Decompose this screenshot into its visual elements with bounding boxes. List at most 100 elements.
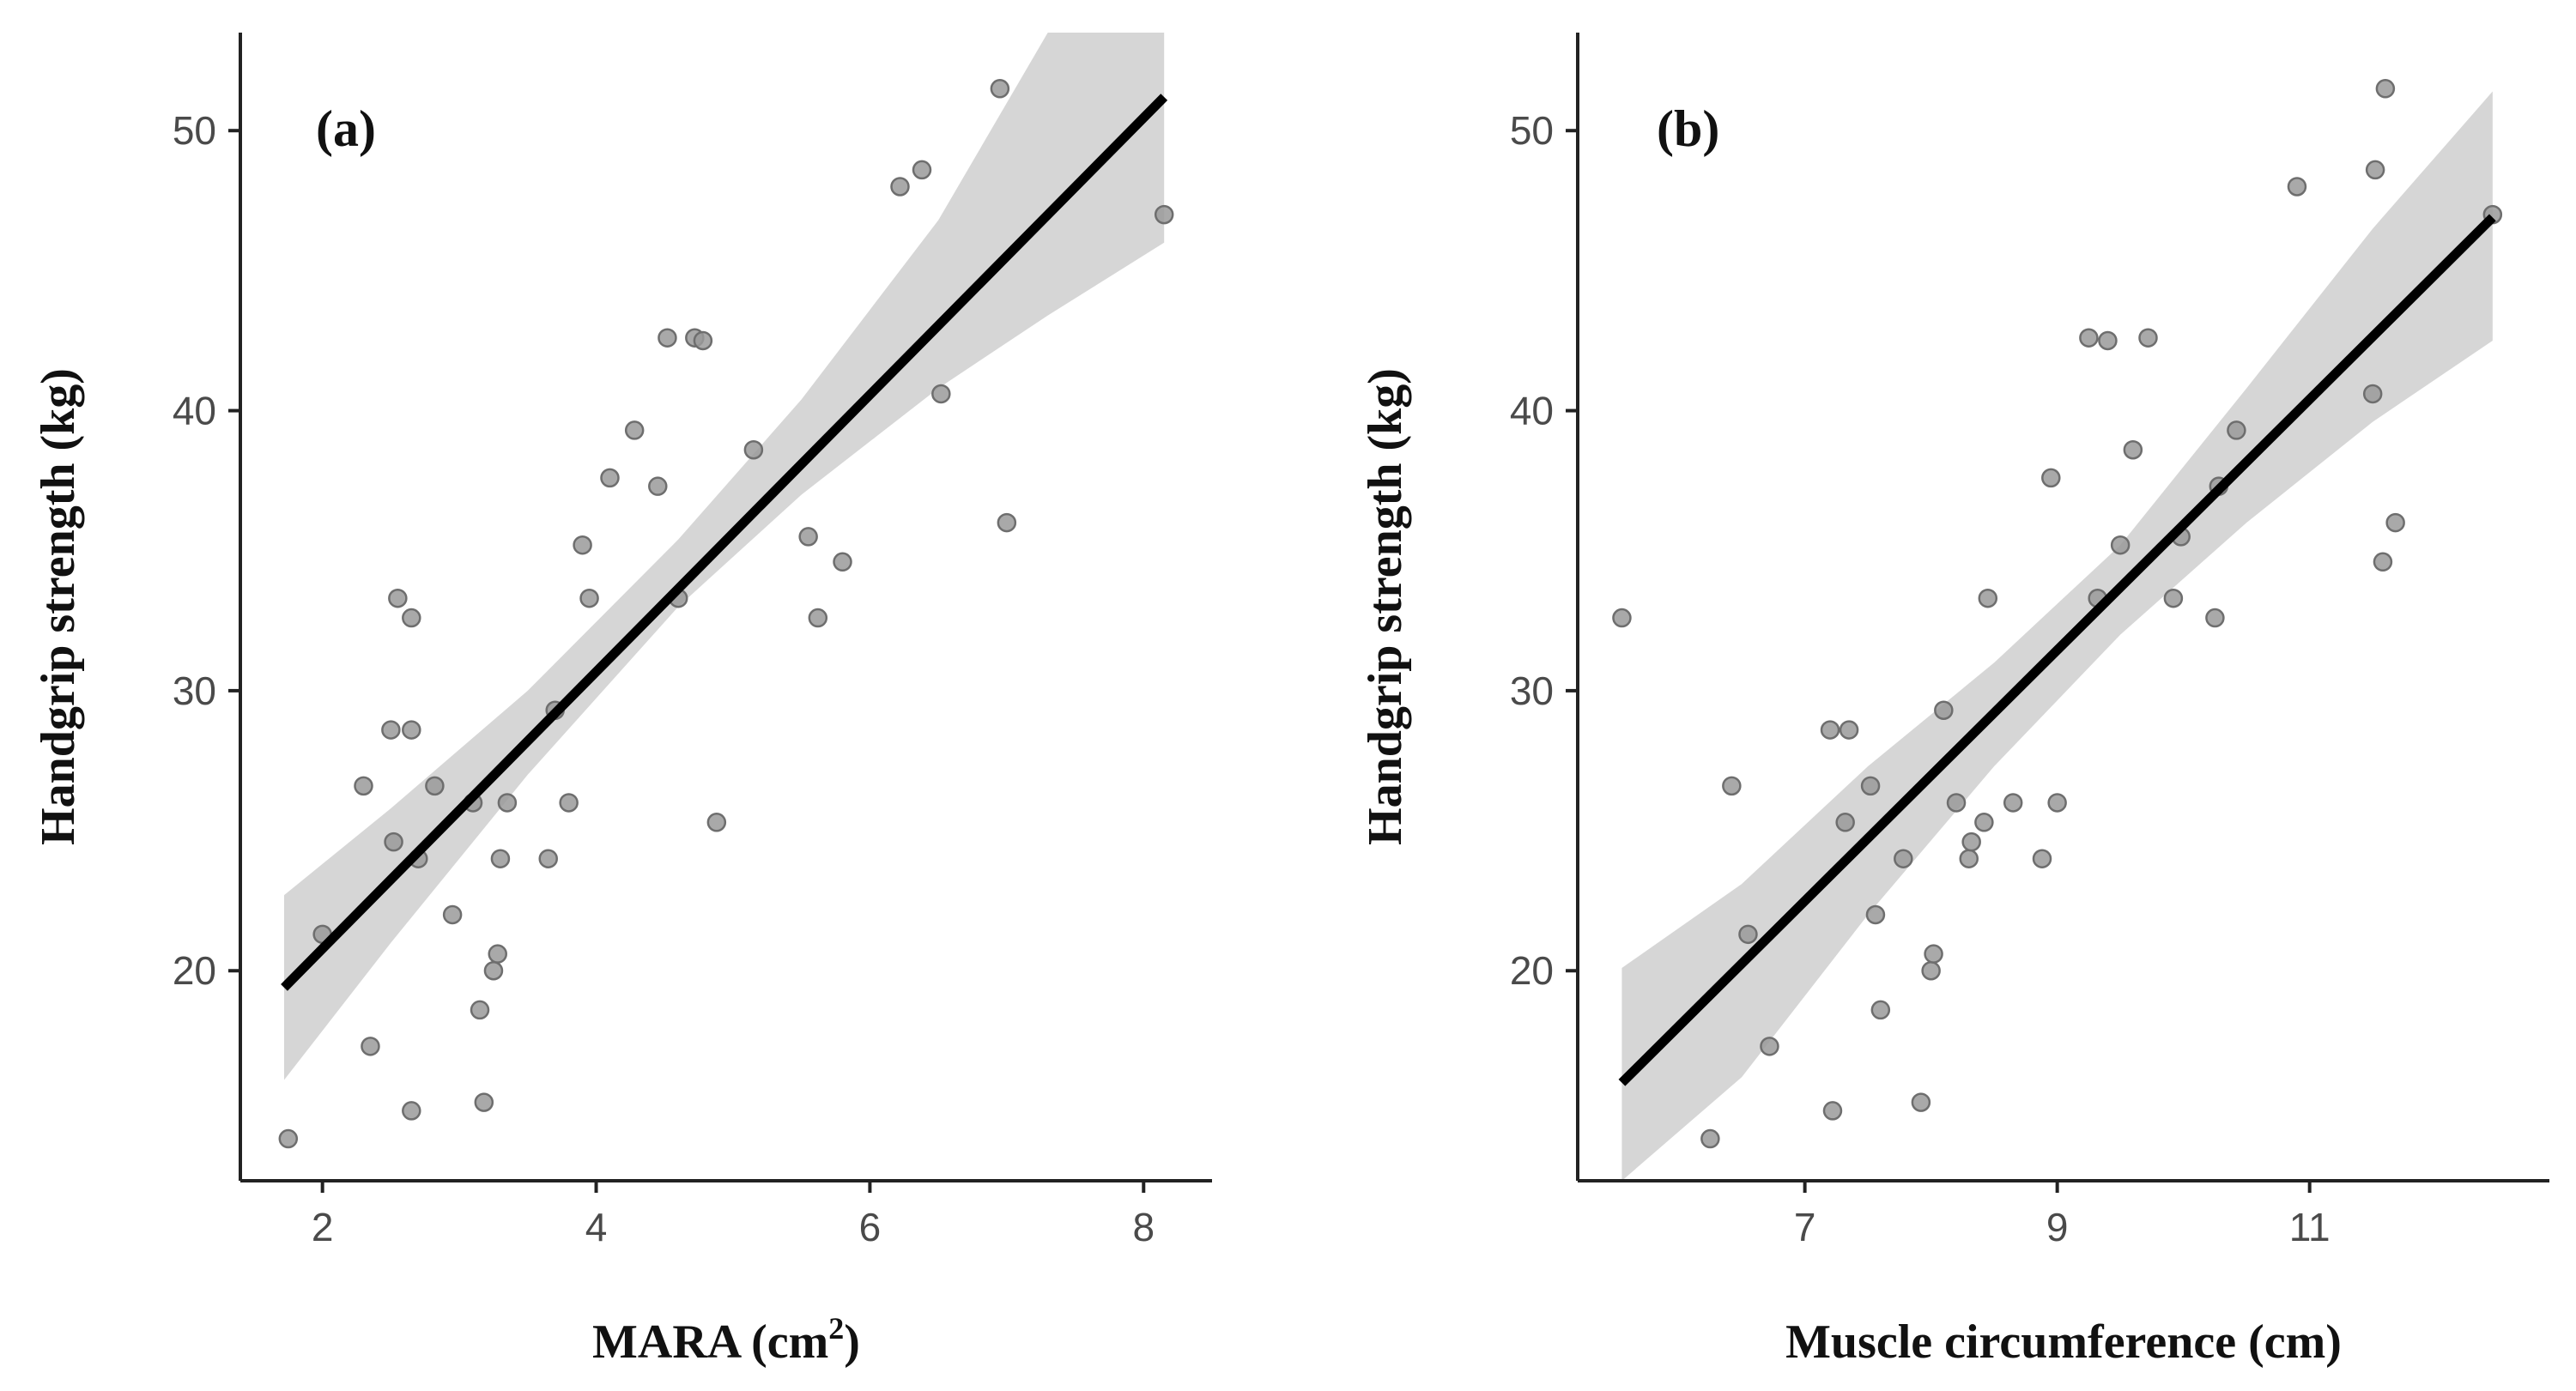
panel-a-x-ticks: 2 4 6 8 [312,1181,1155,1249]
panel-b-point-17 [1934,700,1954,720]
panel-b-point-18 [1946,793,1967,813]
panel-a-point-4 [361,1037,380,1056]
panel-b-x-tick-label: 11 [2289,1205,2331,1249]
panel-b-point-21 [1974,813,1994,832]
panel-a-point-13 [442,904,463,925]
panel-b-point-32 [2138,328,2158,348]
panel-a-point-7 [388,588,408,608]
panel-b-point-1 [1612,608,1632,628]
panel-a-point-25 [579,588,599,608]
panel-b-y-tick-label: 50 [1510,108,1554,153]
panel-b-point-19 [1959,849,1979,868]
panel-a-point-35 [798,527,818,547]
panel-b-plot [1612,79,2503,1181]
panel-b-point-14 [1911,1092,1931,1112]
panel-a-label: (a) [316,100,376,157]
panel-a-point-1 [278,1128,299,1149]
panel-b-point-37 [2227,420,2246,440]
panel-b-point-26 [2047,793,2067,813]
panel-a-regression-line [281,94,1168,991]
panel-a-point-15 [470,1000,490,1020]
panel-a-point-40 [931,384,951,404]
panel-b-point-31 [2123,439,2143,460]
panel-b-point-30 [2110,535,2131,555]
panel-a-x-tick-label: 8 [1132,1205,1155,1249]
panel-a-point-9 [402,608,421,628]
panel-b-point-16 [1924,944,1943,964]
panel-a-plot [278,33,1174,1149]
panel-b-regression-line [1618,214,2496,1086]
panel-b-point-39 [2362,384,2383,404]
panel-b-point-3 [1722,776,1742,796]
panel-a-point-37 [833,552,852,572]
panel-a-y-tick-label: 50 [173,108,216,153]
panel-b-point-9 [1839,720,1859,740]
panel-a-point-41 [990,79,1010,99]
panel-a-point-10 [402,1101,421,1121]
panel-b-point-11 [1865,904,1886,925]
panel-a-x-axis-title: MARA (cm2) [592,1311,860,1369]
panel-a-point-20 [497,793,518,813]
panel-a-point-36 [808,608,828,628]
panel-b-point-35 [2205,608,2225,628]
panel-a-points [278,79,1174,1149]
panel-a-point-26 [600,468,620,488]
panel-a-point-19 [490,849,511,868]
panel-b-point-24 [2032,849,2052,868]
panel-b-y-tick-label: 30 [1510,668,1554,713]
panel-a-point-34 [743,439,764,460]
panel-a-point-23 [559,793,579,813]
panel-b-point-38 [2287,177,2307,197]
panel-b-point-43 [2385,512,2405,533]
panel-b-x-tick-label: 7 [1794,1205,1816,1249]
panel-b: 7 9 11 20 30 40 50 (b) Muscle circumference (… [1359,33,2549,1369]
panel-a-x-axis-title-main: MARA (cm [592,1315,828,1369]
panel-a-point-43 [1154,204,1174,225]
panel-a-point-12 [425,776,445,796]
panel-a-point-6 [384,832,403,852]
panel-a-x-tick-label: 4 [585,1205,608,1249]
panel-b-point-8 [1835,813,1855,832]
panel-b-y-axis-title: Handgrip strength (kg) [1359,368,1412,845]
panel-a-x-tick-label: 2 [312,1205,334,1249]
panel-b-y-tick-label: 20 [1510,948,1554,993]
panel-b-point-22 [1978,588,1998,608]
panel-a-point-5 [381,720,401,740]
panel-a-confidence-band [284,33,1165,1080]
panel-b-point-40 [2365,160,2385,180]
panel-a-x-tick-label: 6 [859,1205,882,1249]
panel-b-point-4 [1738,924,1758,945]
panel-a-point-29 [658,328,677,348]
panel-a-y-axis-title: Handgrip strength (kg) [32,368,85,845]
panel-b-x-axis-title: Muscle circumference (cm) [1785,1315,2342,1369]
panel-b-point-10 [1860,776,1881,796]
panel-b-point-23 [2003,793,2023,813]
panel-b-y-ticks: 20 30 40 50 [1510,108,1578,993]
panel-a-y-tick-label: 40 [173,389,216,433]
panel-b-point-27 [2079,328,2099,348]
panel-b-y-tick-label: 40 [1510,389,1554,433]
panel-a-point-42 [997,512,1017,533]
panel-b-point-42 [2375,79,2396,99]
panel-b-points [1612,79,2503,1149]
panel-a-point-27 [624,420,645,440]
panel-b-point-6 [1820,720,1840,740]
panel-a-point-38 [890,177,910,197]
panel-a-point-17 [483,960,504,981]
panel-b-point-2 [1700,1128,1720,1149]
panel-a-point-16 [474,1092,494,1112]
panel-b-point-7 [1822,1101,1843,1121]
panel-a-point-24 [573,535,592,555]
panel-a-x-axis-title-suffix: ) [844,1315,860,1369]
panel-b-point-29 [2098,330,2118,351]
panel-b-confidence-band [1621,91,2493,1181]
panel-b-point-20 [1961,832,1981,852]
panel-a-point-3 [354,776,373,796]
panel-b-point-41 [2373,552,2393,572]
panel-a-point-28 [648,476,668,496]
panel-b-point-5 [1760,1037,1779,1056]
panel-b-point-25 [2041,468,2061,488]
panel-b-x-ticks: 7 9 11 [1794,1181,2331,1249]
